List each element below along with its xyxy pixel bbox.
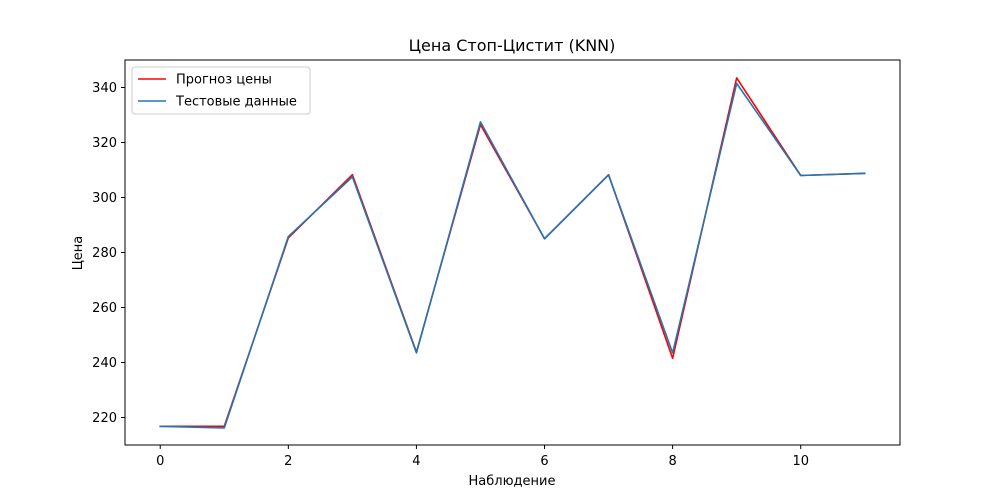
y-tick-label: 300 (92, 191, 117, 206)
x-tick-label: 2 (284, 454, 292, 469)
legend-label-2: Тестовые данные (175, 95, 297, 110)
y-tick-label: 260 (92, 301, 117, 316)
y-tick-label: 220 (92, 411, 117, 426)
x-axis-ticks: 0 2 4 6 8 10 (156, 445, 809, 469)
y-tick-label: 240 (92, 356, 117, 371)
legend-box (131, 66, 311, 115)
y-tick-label: 340 (92, 81, 117, 96)
plot-area-frame (124, 59, 901, 446)
x-tick-label: 0 (156, 454, 164, 469)
y-tick-label: 280 (92, 246, 117, 261)
y-tick-label: 320 (92, 136, 117, 151)
x-tick-label: 8 (668, 454, 676, 469)
y-axis-ticks: 220 240 260 280 300 320 340 (92, 81, 125, 426)
x-tick-label: 10 (792, 454, 809, 469)
y-axis-label: Цена (71, 236, 86, 271)
series-line-2 (159, 82, 866, 429)
x-tick-label: 6 (540, 454, 548, 469)
legend-label-1: Прогноз цены (176, 73, 272, 88)
legend: Прогноз цены Тестовые данные (131, 66, 311, 115)
series-lines (159, 77, 866, 429)
chart-title: Цена Стоп-Цистит (KNN) (409, 36, 616, 55)
x-axis-label: Наблюдение (469, 474, 556, 489)
x-tick-label: 4 (412, 454, 420, 469)
